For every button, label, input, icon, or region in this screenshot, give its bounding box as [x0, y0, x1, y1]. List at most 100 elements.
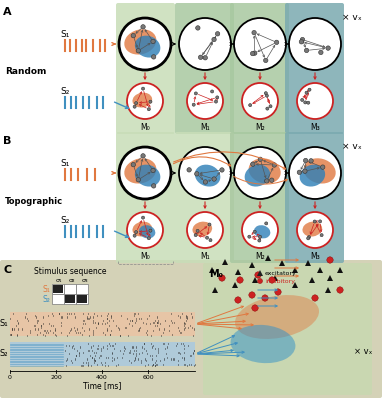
Text: 600: 600	[142, 375, 154, 380]
Circle shape	[136, 178, 141, 182]
FancyBboxPatch shape	[116, 132, 175, 263]
Ellipse shape	[303, 222, 322, 236]
Circle shape	[259, 235, 262, 238]
Text: S₁: S₁	[60, 30, 70, 39]
Circle shape	[264, 58, 268, 63]
Circle shape	[257, 278, 262, 284]
Circle shape	[127, 212, 163, 248]
Bar	[76, 294, 88, 304]
Circle shape	[179, 18, 231, 70]
Ellipse shape	[231, 325, 295, 363]
Circle shape	[308, 88, 311, 91]
Text: × vₓ: × vₓ	[342, 142, 362, 151]
Circle shape	[133, 105, 136, 108]
Circle shape	[216, 96, 219, 99]
Circle shape	[134, 102, 138, 105]
Circle shape	[134, 230, 138, 234]
Circle shape	[269, 277, 275, 283]
Circle shape	[251, 162, 255, 166]
Circle shape	[297, 170, 302, 174]
Circle shape	[258, 239, 261, 242]
Circle shape	[235, 297, 241, 303]
Circle shape	[141, 216, 144, 219]
Text: inhibitory: inhibitory	[265, 278, 295, 284]
Circle shape	[309, 159, 313, 163]
Ellipse shape	[193, 222, 212, 236]
Text: S₂: S₂	[60, 216, 70, 225]
Ellipse shape	[133, 222, 152, 236]
Circle shape	[251, 51, 255, 56]
Text: S₁: S₁	[60, 159, 70, 168]
Circle shape	[274, 40, 279, 44]
Circle shape	[319, 220, 322, 223]
Circle shape	[149, 100, 152, 103]
Circle shape	[320, 234, 323, 237]
Text: C: C	[3, 265, 11, 275]
Circle shape	[192, 103, 195, 106]
Circle shape	[133, 234, 136, 237]
Circle shape	[299, 40, 304, 44]
Circle shape	[304, 101, 307, 104]
Circle shape	[215, 32, 220, 36]
Circle shape	[258, 157, 262, 162]
Circle shape	[307, 101, 310, 104]
Text: M₂: M₂	[255, 123, 265, 132]
Circle shape	[151, 55, 156, 59]
FancyBboxPatch shape	[230, 132, 289, 263]
Text: S₁: S₁	[42, 284, 50, 294]
Ellipse shape	[304, 158, 336, 184]
Circle shape	[297, 212, 333, 248]
Circle shape	[187, 212, 223, 248]
Bar	[65, 295, 75, 303]
Circle shape	[265, 94, 269, 97]
Ellipse shape	[244, 165, 270, 186]
Text: 200: 200	[50, 375, 62, 380]
Ellipse shape	[135, 165, 160, 186]
Text: σ₃: σ₃	[82, 278, 88, 283]
Bar	[10, 342, 195, 366]
Circle shape	[214, 100, 217, 103]
Circle shape	[264, 179, 269, 183]
Ellipse shape	[124, 29, 156, 54]
Circle shape	[141, 87, 144, 90]
FancyBboxPatch shape	[175, 132, 234, 263]
Text: M₃: M₃	[310, 123, 320, 132]
Text: S₂: S₂	[0, 350, 8, 358]
Circle shape	[203, 180, 208, 184]
Circle shape	[305, 91, 308, 94]
Circle shape	[272, 163, 277, 167]
Ellipse shape	[139, 225, 155, 238]
Ellipse shape	[124, 158, 156, 184]
Text: M₀: M₀	[140, 252, 150, 261]
Circle shape	[196, 26, 200, 30]
Circle shape	[234, 18, 286, 70]
Text: B: B	[3, 136, 11, 146]
Circle shape	[141, 25, 145, 29]
Circle shape	[264, 92, 267, 95]
Circle shape	[265, 222, 268, 225]
FancyBboxPatch shape	[230, 3, 289, 134]
Text: σ₂: σ₂	[69, 278, 75, 283]
Circle shape	[136, 48, 141, 53]
Text: Random: Random	[5, 68, 46, 76]
Ellipse shape	[299, 165, 325, 186]
Circle shape	[312, 295, 318, 301]
Bar	[52, 284, 64, 294]
Text: A: A	[3, 7, 11, 17]
Circle shape	[337, 287, 343, 293]
Circle shape	[210, 90, 214, 93]
Circle shape	[301, 98, 304, 102]
Bar	[10, 312, 195, 336]
Circle shape	[269, 105, 272, 108]
Text: Topographic: Topographic	[5, 196, 63, 206]
Text: 0: 0	[8, 375, 12, 380]
Circle shape	[320, 165, 325, 169]
Circle shape	[196, 229, 199, 232]
Bar	[76, 284, 88, 294]
Circle shape	[304, 48, 309, 53]
Circle shape	[253, 230, 256, 233]
Circle shape	[187, 168, 191, 172]
Circle shape	[151, 184, 156, 188]
Circle shape	[270, 178, 274, 182]
Ellipse shape	[254, 225, 270, 238]
